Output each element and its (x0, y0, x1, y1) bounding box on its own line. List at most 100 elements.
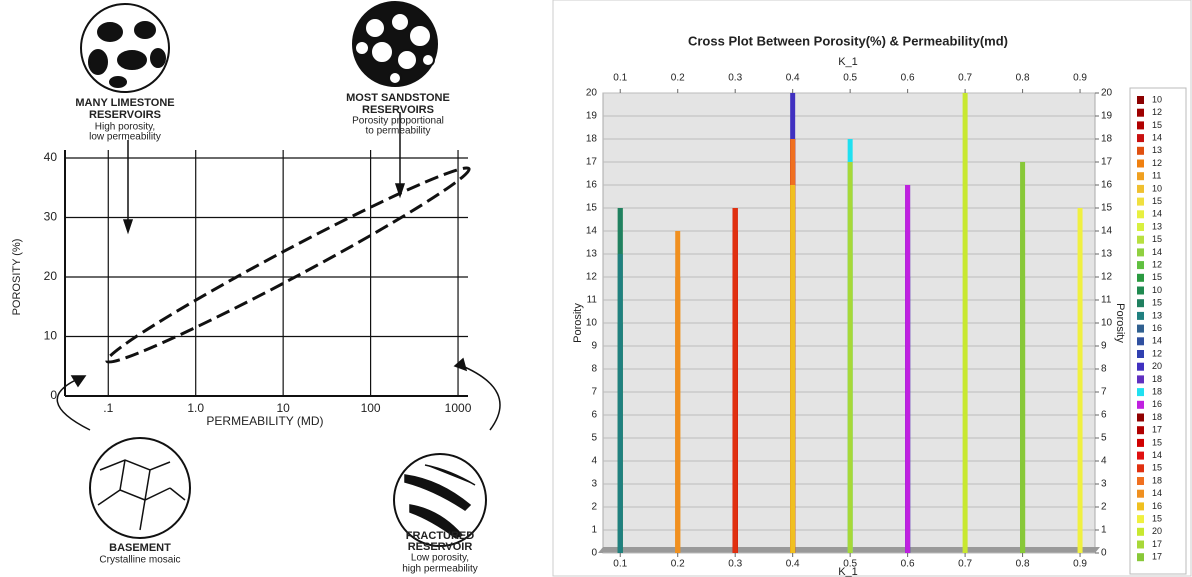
legend-swatch (1137, 388, 1144, 396)
legend-label: 20 (1152, 361, 1162, 371)
x-axis-label: PERMEABILITY (MD) (206, 414, 323, 428)
annotation: BASEMENT (109, 542, 171, 554)
legend-label: 14 (1152, 132, 1162, 142)
legend-label: 18 (1152, 386, 1162, 396)
legend-swatch (1137, 96, 1144, 104)
x-tick-label: 10 (276, 401, 290, 415)
legend-label: 13 (1152, 310, 1162, 320)
arrows (57, 112, 500, 430)
y2-tick-label: 7 (1101, 387, 1107, 398)
annotation: RESERVOIRS (362, 104, 434, 116)
y2-tick-label: 3 (1101, 479, 1107, 490)
y2-tick-label: 15 (1101, 203, 1113, 214)
legend-swatch (1137, 553, 1144, 561)
legend-label: 15 (1152, 298, 1162, 308)
legend-label: 15 (1152, 437, 1162, 447)
y-tick-label: 5 (591, 433, 597, 444)
legend-label: 10 (1152, 94, 1162, 104)
sandstone-region (100, 156, 475, 373)
annotation: to permeability (365, 126, 430, 137)
legend-swatch (1137, 261, 1144, 269)
y-tick-label: 3 (591, 479, 597, 490)
legend-swatch (1137, 337, 1144, 345)
x2-tick-label: 0.8 (1016, 73, 1030, 84)
legend-label: 13 (1152, 221, 1162, 231)
y2-tick-label: 17 (1101, 157, 1113, 168)
y-tick-label: 15 (586, 203, 598, 214)
legend-swatch (1137, 375, 1144, 383)
y-tick-label: 19 (586, 111, 598, 122)
y-tick-label: 18 (586, 134, 598, 145)
legend-swatch (1137, 477, 1144, 485)
legend-swatch (1137, 464, 1144, 472)
legend-label: 18 (1152, 374, 1162, 384)
legend-swatch (1137, 121, 1144, 129)
x2-tick-label: 0.4 (786, 73, 800, 84)
legend-swatch (1137, 325, 1144, 333)
y2-tick-label: 20 (1101, 88, 1113, 99)
y-tick-label: 2 (591, 502, 597, 513)
x2-tick-label: 0.9 (1073, 73, 1087, 84)
basement-icon (90, 438, 190, 538)
y-tick-label: 1 (591, 525, 597, 536)
legend-swatch (1137, 401, 1144, 409)
y-tick-label: 40 (44, 150, 58, 164)
y-tick-label: 20 (586, 88, 598, 99)
legend-swatch (1137, 185, 1144, 193)
legend-swatch (1137, 312, 1144, 320)
legend-swatch (1137, 528, 1144, 536)
legend-label: 14 (1152, 247, 1162, 257)
y2-tick-label: 2 (1101, 502, 1107, 513)
legend-swatch (1137, 172, 1144, 180)
legend-label: 16 (1152, 323, 1162, 333)
y-tick-label: 14 (586, 226, 598, 237)
legend-label: 12 (1152, 107, 1162, 117)
x-tick-label: 0.2 (671, 559, 685, 570)
annotation: RESERVOIR (408, 541, 473, 553)
legend-swatch (1137, 426, 1144, 434)
legend-swatch (1137, 452, 1144, 460)
x-tick-label: 0.9 (1073, 559, 1087, 570)
x2-axis-label: K_1 (838, 56, 858, 68)
x-tick-label: 0.8 (1016, 559, 1030, 570)
y-tick-label: 8 (591, 364, 597, 375)
x2-tick-label: 0.6 (901, 73, 915, 84)
y-tick-label: 30 (44, 210, 58, 224)
legend-swatch (1137, 160, 1144, 168)
legend-label: 16 (1152, 501, 1162, 511)
y2-tick-label: 6 (1101, 410, 1107, 421)
annotation: MOST SANDSTONE (346, 92, 450, 104)
legend-swatch (1137, 490, 1144, 498)
annotation: RESERVOIRS (89, 109, 161, 121)
y-tick-label: 10 (44, 329, 58, 343)
y-tick-label: 0 (50, 388, 57, 402)
y2-tick-label: 9 (1101, 341, 1107, 352)
legend-swatch (1137, 287, 1144, 295)
legend-label: 17 (1152, 539, 1162, 549)
x-tick-label: 100 (361, 401, 381, 415)
legend-swatch (1137, 439, 1144, 447)
x-tick-label: .1 (103, 401, 113, 415)
y2-tick-label: 14 (1101, 226, 1113, 237)
y-axis-label: POROSITY (%) (11, 239, 23, 316)
legend-label: 12 (1152, 348, 1162, 358)
y-tick-label: 13 (586, 249, 598, 260)
legend-label: 15 (1152, 234, 1162, 244)
x-tick-label: 1.0 (187, 401, 204, 415)
y2-tick-label: 4 (1101, 456, 1107, 467)
legend-swatch (1137, 109, 1144, 117)
y2-tick-label: 13 (1101, 249, 1113, 260)
legend-swatch (1137, 414, 1144, 422)
legend-swatch (1137, 350, 1144, 358)
y-axis-label: Porosity (572, 303, 584, 343)
page: MANY LIMESTONE RESERVOIRS High porosity,… (0, 0, 1192, 577)
legend-swatch (1137, 299, 1144, 307)
legend-swatch (1137, 502, 1144, 510)
legend-label: 10 (1152, 285, 1162, 295)
x2-tick-label: 0.7 (958, 73, 972, 84)
x-tick-label: 0.5 (843, 559, 857, 570)
y2-tick-label: 1 (1101, 525, 1107, 536)
y-tick-label: 7 (591, 387, 597, 398)
legend-swatch (1137, 147, 1144, 155)
legend-swatch (1137, 236, 1144, 244)
